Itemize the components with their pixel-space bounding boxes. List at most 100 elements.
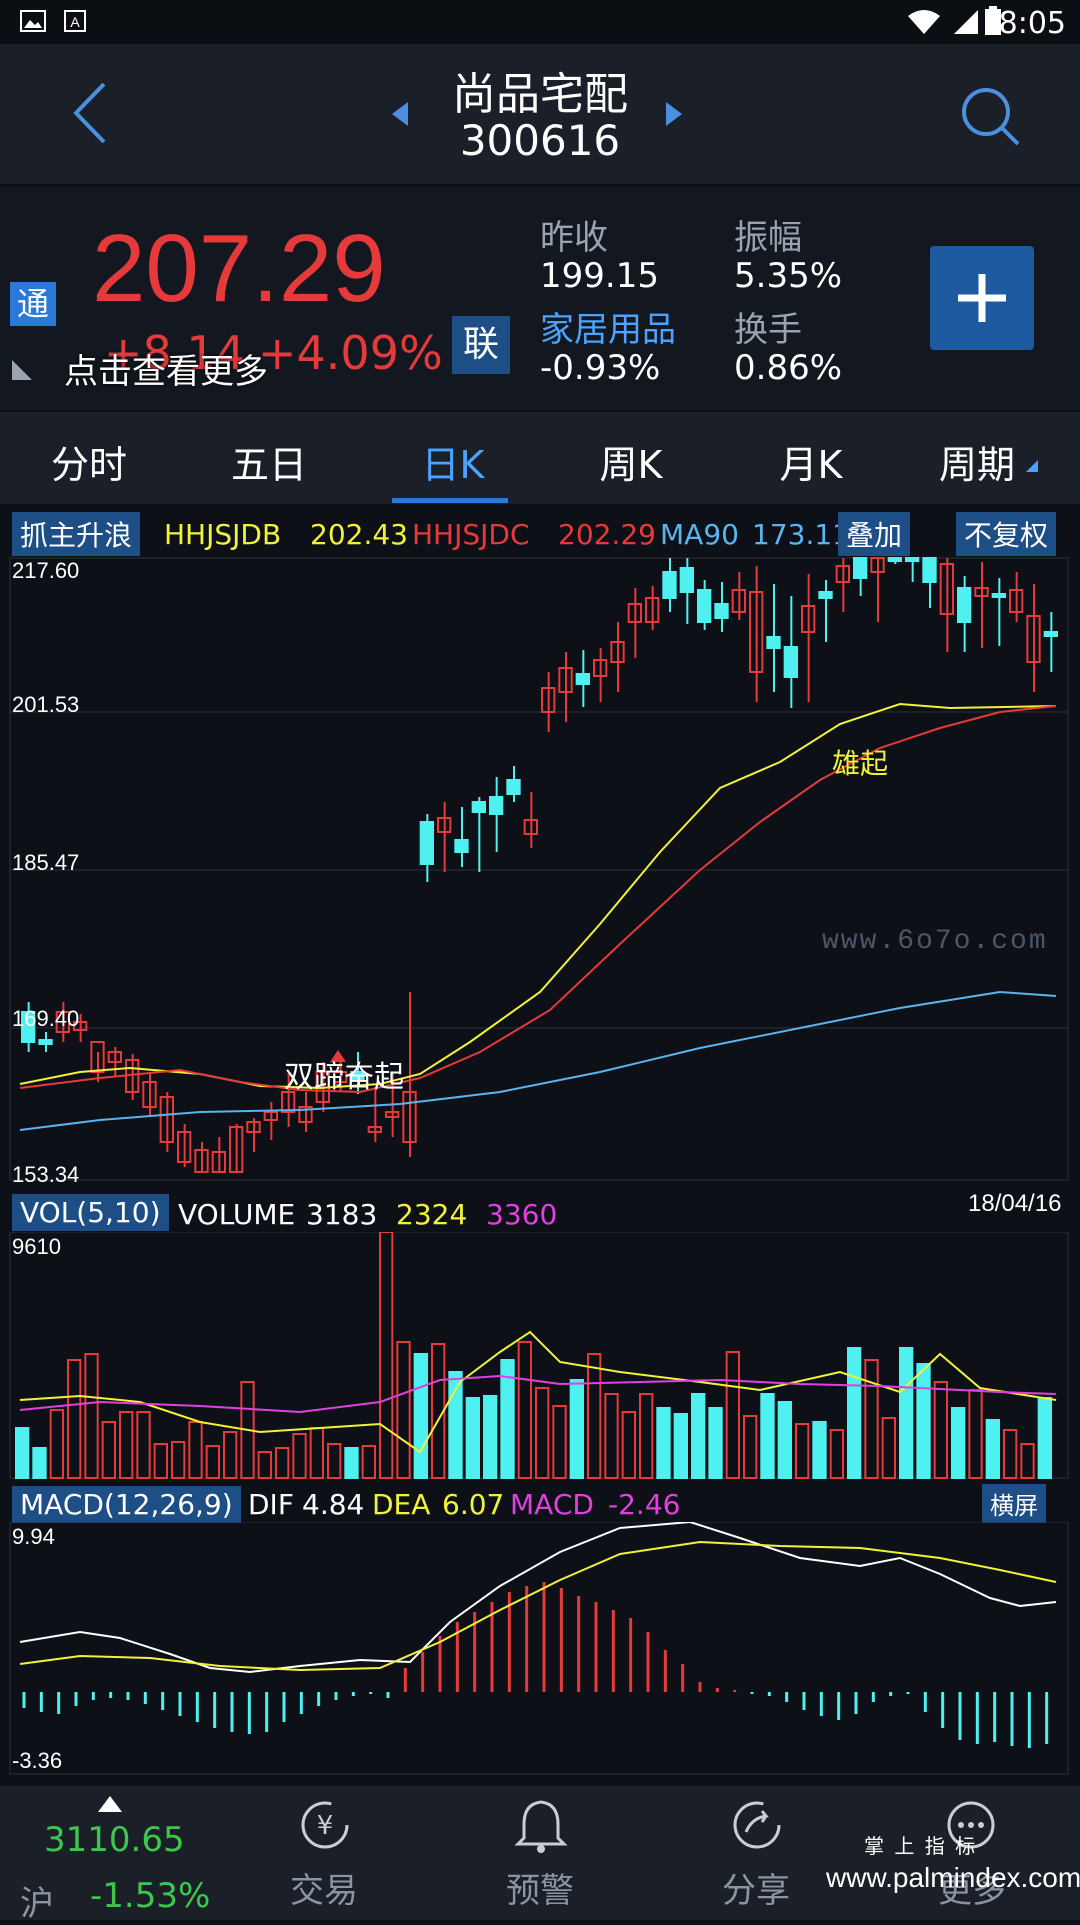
volume-bar-30 bbox=[535, 1387, 550, 1479]
volume-bar-16 bbox=[292, 1433, 307, 1479]
amplitude-value: 5.35% bbox=[734, 256, 843, 296]
volume-bar-50 bbox=[881, 1417, 897, 1479]
candle-body-42 bbox=[749, 591, 764, 673]
nav-trade[interactable]: ¥ 交易 bbox=[234, 1786, 414, 1920]
more-icon bbox=[947, 1801, 995, 1849]
index-value: 3110.65 bbox=[44, 1820, 185, 1860]
candle-body-26 bbox=[471, 801, 486, 813]
candle-body-2 bbox=[55, 1011, 71, 1033]
candle-body-5 bbox=[107, 1051, 122, 1063]
volume-chart[interactable] bbox=[0, 1232, 1080, 1480]
bottom-nav: 3110.65 沪 -1.53% ¥ 交易 预警 分享 更多 掌 上 指 标 w… bbox=[0, 1786, 1080, 1924]
overlay-button[interactable]: 叠加 bbox=[838, 512, 911, 556]
tab-weekly-k[interactable]: 周K bbox=[599, 443, 663, 487]
candle-body-9 bbox=[177, 1131, 192, 1163]
volume-bar-26 bbox=[465, 1397, 480, 1479]
ma90-label: MA90 bbox=[660, 518, 739, 551]
indicator-name[interactable]: 抓主升浪 bbox=[12, 512, 141, 556]
y-tick-1: 217.60 bbox=[12, 558, 80, 583]
dea-line bbox=[19, 1540, 1057, 1672]
y-tick-3: 185.47 bbox=[12, 850, 80, 875]
volume-bar-17 bbox=[309, 1427, 324, 1479]
y-tick-2: 201.53 bbox=[12, 692, 80, 717]
nav-share[interactable]: 分享 bbox=[666, 1786, 846, 1920]
ma90-line bbox=[19, 990, 1057, 1131]
prev-close-value: 199.15 bbox=[540, 256, 659, 296]
tab-daily-k[interactable]: 日K bbox=[421, 443, 485, 487]
nav-more[interactable]: 更多 bbox=[882, 1786, 1062, 1920]
volume-bar-7 bbox=[136, 1411, 151, 1479]
nav-alert[interactable]: 预警 bbox=[450, 1786, 630, 1920]
share-icon bbox=[733, 1801, 781, 1849]
candle-body-10 bbox=[194, 1149, 209, 1173]
market-index[interactable]: 3110.65 沪 -1.53% bbox=[10, 1786, 210, 1924]
landscape-button[interactable]: 横屏 bbox=[982, 1484, 1046, 1523]
lian-badge[interactable]: 联 bbox=[452, 316, 510, 374]
macd-label: MACD bbox=[510, 1488, 594, 1521]
prev-stock-icon[interactable] bbox=[390, 100, 410, 128]
tab-monthly-k[interactable]: 月K bbox=[779, 443, 843, 487]
volume-bar-22 bbox=[396, 1341, 411, 1479]
candle-body-49 bbox=[870, 557, 885, 573]
tong-badge[interactable]: 通 bbox=[10, 282, 56, 326]
candle-body-20 bbox=[367, 1126, 382, 1133]
search-icon[interactable] bbox=[958, 84, 1022, 148]
volume-max-tick: 9610 bbox=[12, 1234, 61, 1259]
trade-yen-icon: ¥ bbox=[301, 1801, 349, 1849]
volume-bar-19 bbox=[344, 1447, 359, 1479]
volume-bar-37 bbox=[656, 1407, 671, 1479]
prev-close-label: 昨收 bbox=[540, 218, 608, 258]
candle-body-37 bbox=[662, 571, 677, 599]
candle-body-23 bbox=[419, 821, 434, 865]
bell-icon bbox=[514, 1800, 568, 1853]
sector-label[interactable]: 家居用品 bbox=[540, 310, 676, 350]
volume-bar-25 bbox=[448, 1371, 463, 1479]
font-icon: A bbox=[64, 10, 86, 32]
hhjsjdc-line bbox=[19, 705, 1057, 1094]
dif-line bbox=[19, 1522, 1057, 1674]
volume-bar-29 bbox=[517, 1341, 533, 1479]
stock-header: 尚品宅配 300616 bbox=[0, 44, 1080, 186]
back-icon[interactable] bbox=[70, 80, 110, 146]
signal-icon bbox=[954, 10, 978, 34]
volume-value-3: 3360 bbox=[486, 1198, 558, 1231]
svg-text:¥: ¥ bbox=[317, 1811, 334, 1841]
kline-chart[interactable] bbox=[0, 552, 1080, 1188]
candle-body-34 bbox=[610, 641, 625, 663]
tab-intraday[interactable]: 分时 bbox=[50, 443, 127, 487]
more-hint[interactable]: 点击查看更多 bbox=[64, 352, 268, 392]
volume-bar-32 bbox=[569, 1379, 585, 1479]
volume-bar-35 bbox=[621, 1411, 637, 1479]
macd-frame bbox=[9, 1522, 1069, 1775]
next-stock-icon[interactable] bbox=[664, 100, 684, 128]
volume-indicator-name[interactable]: VOL(5,10) bbox=[12, 1194, 169, 1231]
volume-bar-18 bbox=[327, 1443, 342, 1479]
volume-bar-12 bbox=[223, 1431, 238, 1479]
candle-body-8 bbox=[159, 1096, 175, 1143]
battery-icon bbox=[985, 6, 1001, 35]
watermark: www.6o7o.com bbox=[822, 926, 1048, 957]
candle-body-25 bbox=[454, 839, 469, 853]
candle-body-19 bbox=[350, 1071, 365, 1081]
candle-body-3 bbox=[73, 1021, 88, 1031]
period-tabs: 分时 五日 日K 周K 月K 周期 bbox=[0, 412, 1080, 504]
tab-period[interactable]: 周期 bbox=[938, 443, 1015, 487]
active-tab-indicator bbox=[392, 498, 508, 503]
tab-five-day[interactable]: 五日 bbox=[230, 443, 307, 487]
adjust-button[interactable]: 不复权 bbox=[956, 512, 1057, 556]
turnover-value: 0.86% bbox=[734, 348, 843, 388]
candle-body-36 bbox=[645, 597, 660, 623]
volume-bar-49 bbox=[864, 1359, 879, 1479]
candle-body-54 bbox=[957, 587, 972, 623]
candle-body-48 bbox=[853, 557, 868, 579]
volume-bar-59 bbox=[1037, 1397, 1052, 1479]
macd-indicator-name[interactable]: MACD(12,26,9) bbox=[12, 1486, 241, 1523]
candle-body-7 bbox=[142, 1081, 157, 1108]
svg-text:A: A bbox=[70, 14, 80, 30]
candle-body-43 bbox=[766, 636, 781, 649]
add-watchlist-button[interactable] bbox=[930, 246, 1034, 350]
volume-bar-31 bbox=[552, 1405, 567, 1479]
candle-body-29 bbox=[523, 819, 539, 835]
macd-chart[interactable] bbox=[0, 1522, 1080, 1776]
volume-bar-54 bbox=[951, 1407, 966, 1479]
